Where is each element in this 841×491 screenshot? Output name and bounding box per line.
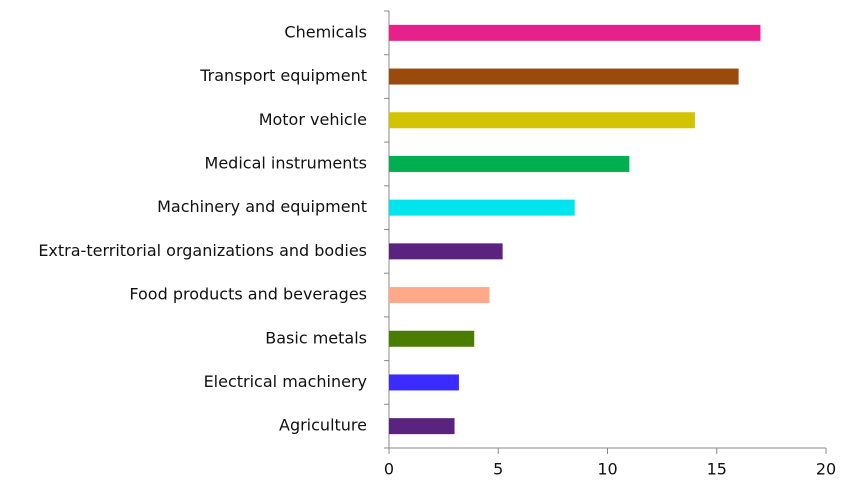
bar — [389, 287, 490, 304]
y-tick-label: Chemicals — [284, 22, 367, 41]
x-tick-label: 0 — [384, 460, 394, 479]
y-tick-label: Extra-territorial organizations and bodi… — [38, 241, 367, 260]
bar — [389, 155, 630, 172]
bar — [389, 24, 761, 41]
y-tick-label: Transport equipment — [199, 66, 367, 85]
x-tick-label: 20 — [816, 460, 836, 479]
y-tick-label: Medical instruments — [205, 153, 367, 172]
x-tick-label: 15 — [707, 460, 727, 479]
x-tick-label: 5 — [493, 460, 503, 479]
y-tick-label: Agriculture — [279, 416, 367, 435]
bar — [389, 199, 575, 216]
bar — [389, 68, 739, 85]
bar — [389, 374, 459, 391]
bar — [389, 243, 503, 260]
y-tick-label: Food products and beverages — [129, 285, 367, 304]
bar — [389, 330, 475, 347]
y-tick-label: Motor vehicle — [259, 110, 367, 129]
y-tick-label: Machinery and equipment — [157, 197, 367, 216]
bar — [389, 418, 455, 435]
y-tick-label: Electrical machinery — [204, 372, 367, 391]
x-tick-label: 10 — [597, 460, 617, 479]
bar — [389, 112, 695, 129]
y-tick-label: Basic metals — [265, 328, 367, 347]
